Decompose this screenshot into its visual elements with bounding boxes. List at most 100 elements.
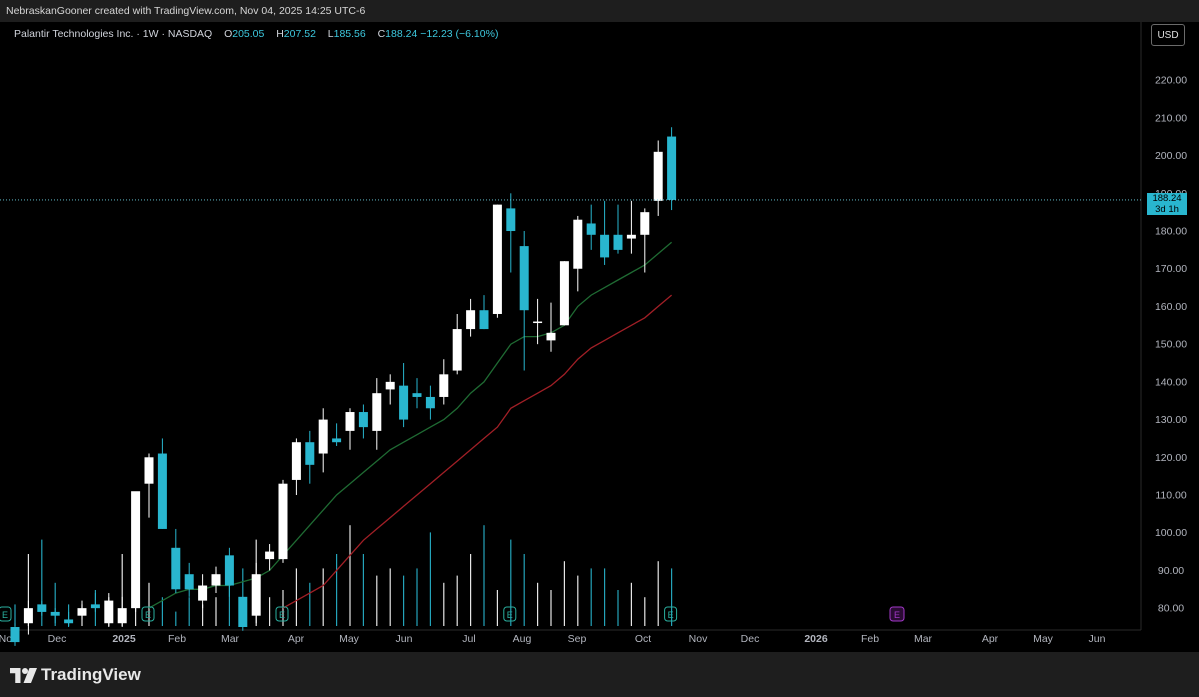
candle-body bbox=[23, 608, 33, 624]
attribution-text: NebraskanGooner created with TradingView… bbox=[6, 5, 366, 17]
attribution-bar: NebraskanGooner created with TradingView… bbox=[0, 0, 1199, 22]
candle-body bbox=[224, 555, 234, 586]
candle-body bbox=[573, 219, 583, 269]
tradingview-logo-icon bbox=[10, 667, 37, 683]
x-tick-label: Apr bbox=[982, 633, 999, 645]
candle-body bbox=[466, 310, 476, 330]
x-tick-label: Mar bbox=[221, 633, 240, 645]
x-tick-label: Oct bbox=[635, 633, 651, 645]
candle-body bbox=[37, 604, 47, 612]
high-label: H bbox=[276, 28, 284, 40]
change-value: −12.23 (−6.10%) bbox=[420, 28, 499, 40]
x-tick-label: Apr bbox=[288, 633, 305, 645]
candle-body bbox=[600, 234, 610, 258]
candle-body bbox=[452, 329, 462, 371]
low-label: L bbox=[327, 28, 334, 40]
y-tick-label: 140.00 bbox=[1155, 376, 1187, 388]
currency-button[interactable]: USD bbox=[1151, 24, 1185, 46]
candle-body bbox=[157, 453, 167, 529]
x-tick-label: May bbox=[339, 633, 360, 645]
open-value: 205.05 bbox=[232, 28, 265, 40]
candle-body bbox=[144, 457, 154, 484]
earnings-marker-label: E bbox=[279, 610, 285, 620]
candle-body bbox=[385, 381, 395, 390]
upcoming-earnings-marker-icon bbox=[889, 606, 905, 622]
symbol-legend: Palantir Technologies Inc. · 1W · NASDAQ… bbox=[14, 28, 498, 40]
moving-average-fast-line bbox=[148, 241, 673, 609]
candle-body bbox=[519, 246, 529, 311]
candle-body bbox=[332, 438, 342, 443]
x-tick-label: Jun bbox=[396, 633, 413, 645]
candle-body bbox=[291, 442, 301, 480]
candle-body bbox=[586, 223, 596, 235]
earnings-marker-icon bbox=[503, 606, 517, 622]
candle-body bbox=[211, 574, 221, 586]
candle-body bbox=[198, 585, 208, 601]
x-tick-label: Dec bbox=[48, 633, 67, 645]
candle-body bbox=[546, 332, 556, 341]
x-tick-label: May bbox=[1033, 633, 1054, 645]
candle-body bbox=[372, 393, 382, 431]
x-tick-label: Aug bbox=[513, 633, 532, 645]
candle-body bbox=[184, 574, 194, 590]
y-tick-label: 180.00 bbox=[1155, 226, 1187, 238]
earnings-marker-icon bbox=[275, 606, 289, 622]
candle-body bbox=[506, 208, 516, 232]
earnings-marker-icon bbox=[0, 606, 12, 622]
x-tick-label: Feb bbox=[168, 633, 186, 645]
y-tick-label: 150.00 bbox=[1155, 339, 1187, 351]
candle-body bbox=[318, 419, 328, 454]
x-tick-label: Feb bbox=[861, 633, 879, 645]
candle-body bbox=[492, 204, 502, 314]
candle-body bbox=[412, 393, 422, 397]
y-tick-label: 210.00 bbox=[1155, 112, 1187, 124]
symbol-label: Palantir Technologies Inc. · 1W · NASDAQ bbox=[14, 28, 213, 40]
x-tick-label: Nov bbox=[689, 633, 708, 645]
candle-body bbox=[559, 261, 569, 326]
candle-body bbox=[64, 619, 74, 624]
y-tick-label: 80.00 bbox=[1158, 603, 1184, 615]
x-tick-label: Dec bbox=[741, 633, 760, 645]
earnings-marker-label: E bbox=[507, 610, 513, 620]
moving-average-slow-line bbox=[282, 294, 673, 609]
candle-body bbox=[238, 596, 248, 627]
x-tick-label: Mar bbox=[914, 633, 933, 645]
candle-body bbox=[90, 604, 100, 609]
earnings-marker-label: E bbox=[668, 610, 674, 620]
candle-body bbox=[278, 483, 288, 560]
y-tick-label: 220.00 bbox=[1155, 75, 1187, 87]
candle-body bbox=[626, 234, 636, 239]
last-price-tag: 188.24 3d 1h bbox=[1147, 192, 1187, 215]
y-tick-label: 200.00 bbox=[1155, 150, 1187, 162]
x-tick-label: Jun bbox=[1089, 633, 1106, 645]
candle-body bbox=[667, 136, 677, 200]
chart-area[interactable]: 220.00210.00200.00190.00180.00170.00160.… bbox=[0, 22, 1199, 652]
candle-body bbox=[50, 611, 60, 616]
close-value: 188.24 bbox=[385, 28, 418, 40]
tradingview-logo[interactable]: TradingView bbox=[10, 665, 141, 685]
countdown-value: 3d 1h bbox=[1155, 203, 1179, 215]
open-label: O bbox=[224, 28, 233, 40]
high-value: 207.52 bbox=[283, 28, 316, 40]
x-tick-label: 2026 bbox=[804, 633, 828, 645]
price-chart[interactable]: 220.00210.00200.00190.00180.00170.00160.… bbox=[0, 22, 1199, 652]
candle-body bbox=[358, 412, 368, 428]
candle-body bbox=[653, 151, 663, 201]
y-tick-label: 100.00 bbox=[1155, 527, 1187, 539]
candle-body bbox=[77, 608, 87, 616]
y-tick-label: 160.00 bbox=[1155, 301, 1187, 313]
candle-body bbox=[345, 412, 355, 431]
footer: TradingView bbox=[0, 652, 1199, 697]
earnings-marker-icon bbox=[141, 606, 155, 622]
candle-body bbox=[171, 547, 181, 590]
y-tick-label: 130.00 bbox=[1155, 414, 1187, 426]
candle-body bbox=[104, 600, 114, 624]
candle-body bbox=[10, 627, 20, 643]
low-value: 185.56 bbox=[333, 28, 366, 40]
y-tick-label: 170.00 bbox=[1155, 263, 1187, 275]
candle-body bbox=[131, 491, 141, 609]
candle-body bbox=[425, 396, 435, 409]
candle-body bbox=[117, 608, 127, 624]
candle-body bbox=[533, 321, 543, 324]
x-tick-label: 2025 bbox=[112, 633, 136, 645]
